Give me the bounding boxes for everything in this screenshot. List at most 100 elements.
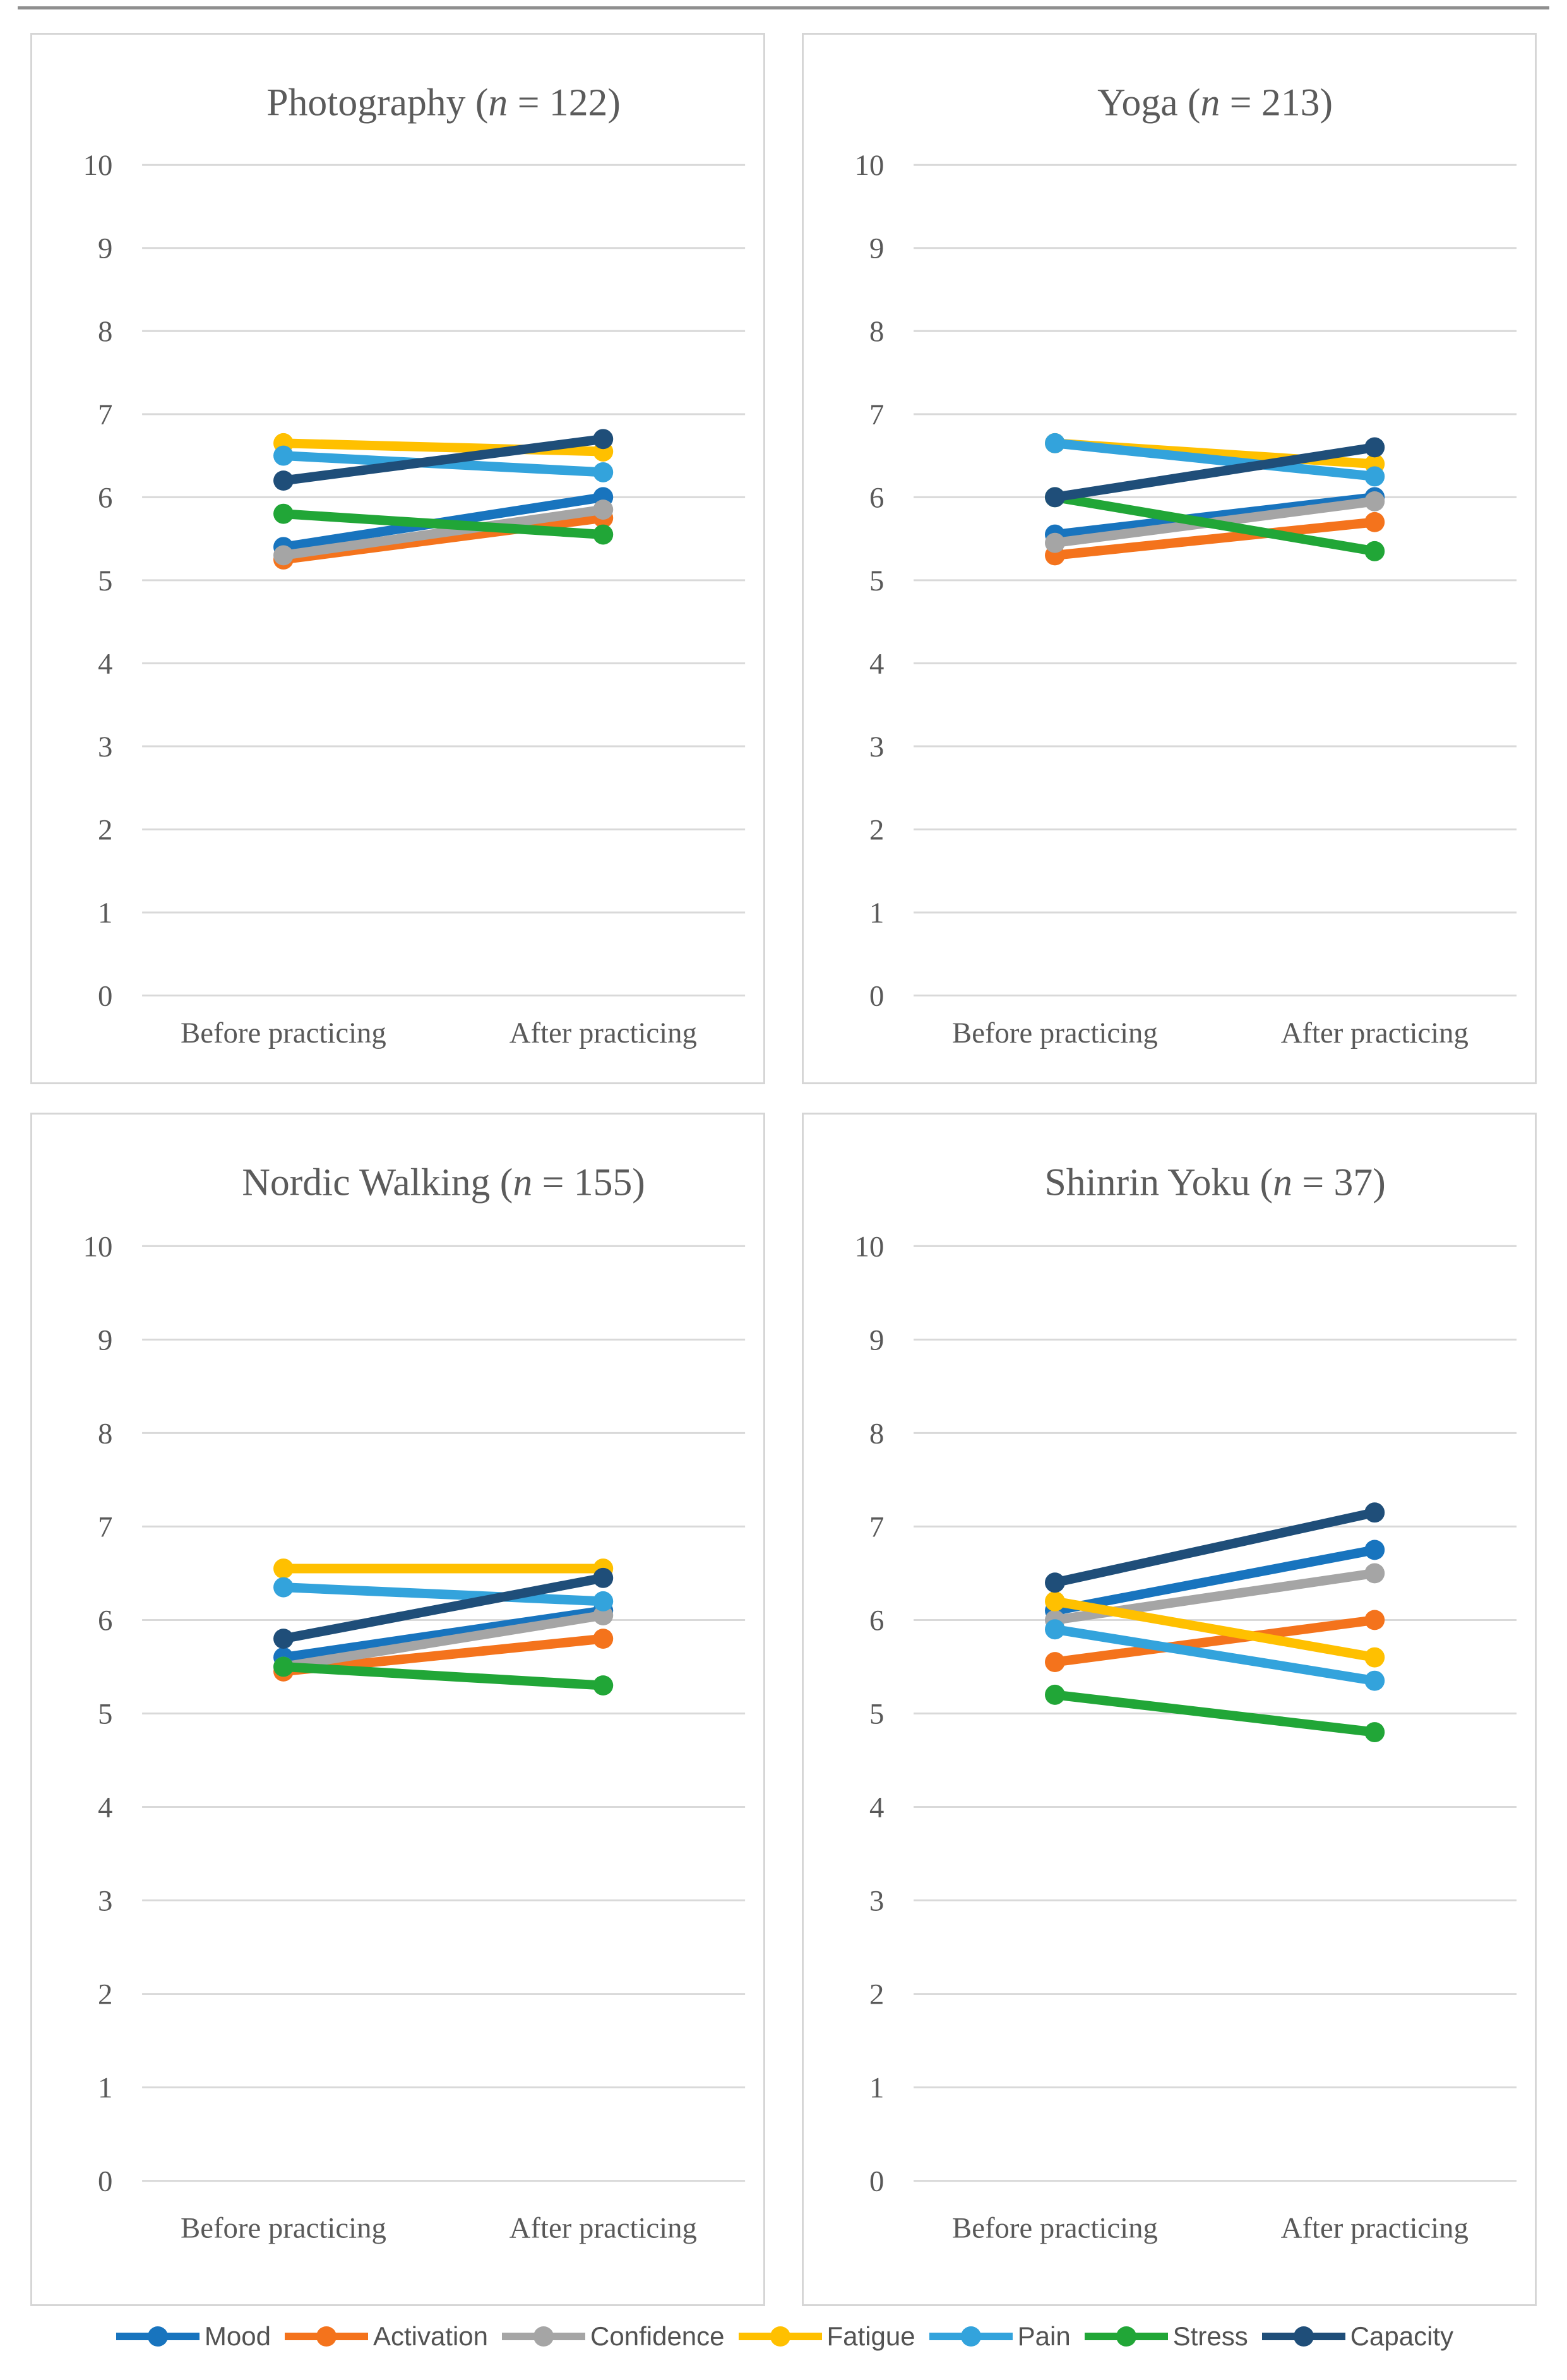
line-chart-nordic-walking: Nordic Walking (n = 155)109876543210Befo… bbox=[83, 1161, 746, 2244]
data-point-stress-1 bbox=[1364, 541, 1385, 561]
y-tick-label-6: 6 bbox=[98, 481, 112, 514]
legend-dot-capacity bbox=[1293, 2326, 1314, 2347]
y-tick-label-9: 9 bbox=[98, 232, 112, 265]
legend-dot-fatigue bbox=[770, 2326, 790, 2347]
y-tick-label-0: 0 bbox=[869, 979, 884, 1012]
y-tick-label-3: 3 bbox=[98, 1884, 112, 1917]
legend-label-confidence: Confidence bbox=[590, 2321, 725, 2351]
chart-panel-yoga: Yoga (n = 213) 10 9 8 7 6 5 4 3 2 1 0 Before practic… bbox=[802, 33, 1537, 1084]
y-tick-label-0: 0 bbox=[98, 2165, 112, 2198]
chart-title: Nordic Walking (n = 155) bbox=[242, 1161, 645, 1204]
legend-dot-confidence bbox=[533, 2326, 554, 2347]
y-tick-label-4: 4 bbox=[869, 647, 884, 680]
data-point-mood-1 bbox=[1364, 1540, 1385, 1560]
legend-label-mood: Mood bbox=[204, 2321, 271, 2351]
legend-item-pain: Pain bbox=[927, 2321, 1071, 2352]
series-line-capacity bbox=[278, 434, 608, 486]
x-category-label-1: After practicing bbox=[1281, 2211, 1469, 2244]
series-line-stress bbox=[278, 1661, 608, 1690]
y-tick-label-1: 1 bbox=[98, 2072, 112, 2105]
data-point-confidence-1 bbox=[1364, 491, 1385, 511]
series-line-mood bbox=[278, 1606, 608, 1663]
fatigue-legend-marker-icon bbox=[738, 2326, 822, 2347]
legend-dot-mood bbox=[147, 2326, 168, 2347]
x-category-label-0: Before practicing bbox=[181, 1017, 386, 1049]
data-point-pain-1 bbox=[1364, 466, 1385, 487]
y-tick-label-2: 2 bbox=[869, 1978, 884, 2011]
series-line-capacity bbox=[1050, 1507, 1379, 1588]
data-point-stress-0 bbox=[1045, 1684, 1065, 1705]
legend-item-mood: Mood bbox=[114, 2321, 271, 2352]
data-point-confidence-0 bbox=[1045, 532, 1065, 553]
data-point-pain-0 bbox=[1045, 433, 1065, 453]
chart-panel-shinrin-yoku: Shinrin Yoku (n = 37) 10 9 8 7 6 5 4 3 2 1 0 Before … bbox=[802, 1113, 1537, 2306]
legend-dot-activation bbox=[316, 2326, 337, 2347]
data-point-capacity-1 bbox=[593, 1567, 614, 1588]
legend-item-fatigue: Fatigue bbox=[736, 2321, 915, 2352]
legend-dot-stress bbox=[1116, 2326, 1136, 2347]
legend-item-activation: Activation bbox=[282, 2321, 488, 2352]
chart-title: Shinrin Yoku (n = 37) bbox=[1044, 1161, 1385, 1204]
x-category-label-0: Before practicing bbox=[181, 2211, 386, 2244]
y-tick-label-3: 3 bbox=[98, 731, 112, 763]
figure-page: { "figure": { "background": "#ffffff", "… bbox=[0, 6, 1567, 2380]
y-tick-label-6: 6 bbox=[98, 1604, 112, 1637]
y-tick-label-10: 10 bbox=[855, 1230, 885, 1263]
data-point-capacity-0 bbox=[1045, 1572, 1065, 1593]
activation-legend-marker-icon bbox=[284, 2326, 368, 2347]
y-tick-label-4: 4 bbox=[98, 1791, 112, 1824]
data-point-activation-1 bbox=[1364, 511, 1385, 532]
legend-label-fatigue: Fatigue bbox=[826, 2321, 915, 2351]
data-point-pain-1 bbox=[593, 1591, 614, 1612]
data-point-capacity-0 bbox=[273, 1629, 294, 1649]
series-line-pain bbox=[278, 1582, 608, 1606]
data-point-pain-0 bbox=[1045, 1619, 1065, 1640]
y-tick-label-3: 3 bbox=[869, 731, 884, 763]
data-point-capacity-1 bbox=[1364, 437, 1385, 458]
series-line-fatigue bbox=[1050, 1596, 1379, 1663]
series-line-confidence bbox=[278, 1610, 608, 1671]
line-chart-photography: Photography (n = 122)109876543210Before … bbox=[83, 81, 746, 1049]
y-tick-label-5: 5 bbox=[98, 565, 112, 597]
legend-label-capacity: Capacity bbox=[1350, 2321, 1454, 2351]
pain-legend-marker-icon bbox=[929, 2326, 1013, 2347]
y-tick-label-7: 7 bbox=[869, 1510, 884, 1543]
legend-item-capacity: Capacity bbox=[1260, 2321, 1453, 2352]
x-category-label-1: After practicing bbox=[1281, 1017, 1469, 1049]
y-tick-label-5: 5 bbox=[869, 1697, 884, 1730]
data-point-capacity-1 bbox=[1364, 1502, 1385, 1523]
y-tick-label-3: 3 bbox=[869, 1884, 884, 1917]
chart-grid: Photography (n = 122) 10 9 8 7 6 5 4 3 2 1 0 Before … bbox=[30, 33, 1537, 2306]
legend-label-stress: Stress bbox=[1172, 2321, 1248, 2351]
data-point-activation-1 bbox=[593, 1629, 614, 1649]
y-tick-label-0: 0 bbox=[869, 2165, 884, 2198]
series-line-mood bbox=[1050, 1545, 1379, 1616]
series-line-stress bbox=[1050, 492, 1379, 556]
mood-legend-marker-icon bbox=[116, 2326, 200, 2347]
y-tick-label-10: 10 bbox=[855, 149, 885, 182]
data-point-stress-1 bbox=[593, 524, 614, 545]
data-point-stress-0 bbox=[273, 503, 294, 524]
y-tick-label-7: 7 bbox=[98, 398, 112, 431]
chart-legend: Mood Activation Confidence Fatigue Pain Stres… bbox=[0, 2321, 1567, 2352]
y-tick-label-2: 2 bbox=[98, 813, 112, 846]
chart-panel-photography: Photography (n = 122) 10 9 8 7 6 5 4 3 2 1 0 Before … bbox=[30, 33, 765, 1084]
legend-dot-pain bbox=[960, 2326, 981, 2347]
y-tick-label-1: 1 bbox=[98, 897, 112, 930]
data-point-activation-1 bbox=[1364, 1610, 1385, 1630]
data-point-activation-0 bbox=[1045, 1652, 1065, 1673]
legend-label-pain: Pain bbox=[1017, 2321, 1071, 2351]
series-line-pain bbox=[1050, 1624, 1379, 1686]
confidence-legend-marker-icon bbox=[502, 2326, 586, 2347]
chart-title: Photography (n = 122) bbox=[266, 81, 621, 124]
series-line-activation bbox=[278, 513, 608, 565]
legend-label-activation: Activation bbox=[372, 2321, 489, 2351]
data-point-capacity-1 bbox=[593, 429, 614, 450]
y-tick-label-9: 9 bbox=[869, 1324, 884, 1356]
series-line-activation bbox=[1050, 517, 1379, 560]
data-point-confidence-1 bbox=[1364, 1563, 1385, 1584]
series-line-pain bbox=[1050, 438, 1379, 481]
y-tick-label-5: 5 bbox=[98, 1697, 112, 1730]
y-tick-label-6: 6 bbox=[869, 1604, 884, 1637]
